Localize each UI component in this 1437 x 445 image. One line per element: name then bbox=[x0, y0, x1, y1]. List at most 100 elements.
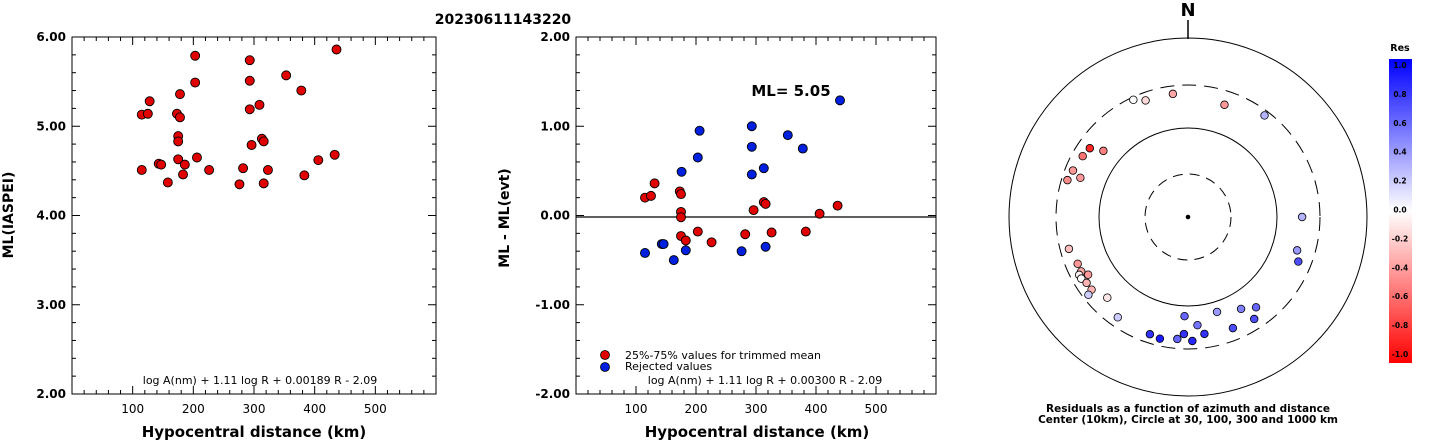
residual-point-rejected bbox=[692, 152, 703, 163]
station-point bbox=[329, 149, 340, 160]
residual-point-rejected bbox=[797, 143, 808, 154]
station-residual-point bbox=[1180, 312, 1189, 321]
residual-point-trimmed bbox=[740, 229, 751, 240]
residual-point-rejected bbox=[676, 166, 687, 177]
legend-marker-trimmed bbox=[600, 350, 610, 360]
panel-ml-residual: 100 200 300 400 500 -2.00 -1.00 0.00 1.00 2.00 ML… bbox=[497, 30, 937, 441]
panel2-formula: log A(nm) + 1.11 log R + 0.00300 R - 2.0… bbox=[648, 374, 882, 387]
station-point bbox=[234, 179, 245, 190]
station-residual-point bbox=[1179, 329, 1189, 339]
station-residual-point bbox=[1085, 144, 1095, 153]
polar-caption-line1: Residuals as a function of azimuth and d… bbox=[1046, 403, 1330, 415]
panel2-xtick-label: 200 bbox=[685, 402, 708, 416]
panel2-ytick-label: -2.00 bbox=[535, 387, 570, 401]
residual-point-rejected bbox=[658, 239, 669, 250]
station-residual-point bbox=[1251, 303, 1261, 312]
panel2-xtick-label: 500 bbox=[865, 402, 888, 416]
panel1-ytick-label: 6.00 bbox=[36, 30, 66, 44]
colorbar bbox=[1389, 59, 1412, 363]
station-point bbox=[178, 169, 188, 180]
station-point bbox=[296, 85, 307, 96]
station-point bbox=[244, 104, 255, 115]
station-point bbox=[281, 70, 292, 81]
colorbar-tick-label: 0.0 bbox=[1393, 206, 1406, 215]
residual-point-trimmed bbox=[646, 190, 656, 201]
station-residual-point bbox=[1113, 313, 1122, 322]
station-residual-point bbox=[1083, 270, 1093, 279]
station-residual-point bbox=[1294, 257, 1303, 266]
panel-polar-residuals: N Residuals as a function of azimuth and… bbox=[1008, 0, 1412, 426]
colorbar-tick-label: -1.0 bbox=[1392, 350, 1408, 359]
legend-label-rejected: Rejected values bbox=[625, 360, 712, 373]
station-residual-point bbox=[1076, 173, 1085, 183]
panel1-xtick-label: 200 bbox=[182, 402, 205, 416]
station-residual-point bbox=[1220, 100, 1229, 109]
panel1-xtick-label: 500 bbox=[364, 402, 387, 416]
station-residual-point bbox=[1297, 212, 1307, 222]
station-residual-point bbox=[1141, 96, 1150, 105]
station-point bbox=[331, 44, 342, 55]
station-point bbox=[142, 108, 153, 119]
station-point bbox=[179, 159, 190, 170]
station-residual-point bbox=[1212, 307, 1222, 317]
station-point bbox=[258, 178, 269, 189]
residual-point-trimmed bbox=[649, 178, 660, 189]
panel2-ytick-label: -1.00 bbox=[535, 298, 570, 312]
residual-point-rejected bbox=[736, 246, 747, 257]
residual-point-trimmed bbox=[680, 235, 691, 246]
ring-30km bbox=[1144, 173, 1232, 261]
station-residual-point bbox=[1099, 146, 1108, 156]
station-point bbox=[162, 177, 173, 188]
station-point bbox=[144, 96, 155, 107]
residual-point-trimmed bbox=[814, 208, 825, 219]
station-point bbox=[244, 55, 255, 66]
colorbar-tick-label: -0.2 bbox=[1392, 234, 1408, 243]
colorbar-tick-label: -0.6 bbox=[1392, 292, 1408, 301]
residual-point-rejected bbox=[782, 130, 793, 141]
station-point bbox=[238, 163, 249, 174]
station-residual-point bbox=[1064, 244, 1074, 254]
colorbar-tick-labels: 1.0 0.8 0.6 0.4 0.2 0.0 -0.2 -0.4 -0.6 -0.8 -1.0 bbox=[1392, 61, 1408, 359]
colorbar-title: Res bbox=[1390, 43, 1410, 54]
north-label: N bbox=[1180, 0, 1195, 21]
panel-ml-iaspei: 100 200 300 400 500 2.00 3.00 4.00 5.00 6.00 ML(I… bbox=[1, 30, 437, 441]
station-point bbox=[258, 136, 269, 147]
station-point bbox=[244, 75, 255, 86]
colorbar-tick-label: 0.8 bbox=[1393, 90, 1406, 99]
residual-point-rejected bbox=[668, 255, 679, 266]
station-point bbox=[254, 99, 265, 110]
station-point bbox=[175, 89, 185, 100]
panel2-ytick-label: 0.00 bbox=[540, 209, 570, 223]
station-point bbox=[246, 140, 257, 150]
station-residual-point bbox=[1068, 166, 1078, 175]
colorbar-tick-label: 0.6 bbox=[1393, 119, 1406, 128]
residual-point-trimmed bbox=[760, 198, 771, 209]
station-point bbox=[263, 165, 273, 175]
panel1-formula: log A(nm) + 1.11 log R + 0.00189 R - 2.0… bbox=[143, 374, 377, 387]
station-residual-point bbox=[1145, 330, 1155, 339]
panel1-xtick-label: 400 bbox=[303, 402, 326, 416]
residual-point-rejected bbox=[746, 169, 757, 180]
station-residual-point bbox=[1073, 259, 1082, 269]
station-point bbox=[173, 154, 184, 165]
station-point bbox=[190, 50, 201, 61]
station-residual-point bbox=[1260, 111, 1269, 120]
residual-point-rejected bbox=[758, 163, 769, 174]
station-point bbox=[299, 170, 310, 181]
residual-point-trimmed bbox=[766, 227, 777, 238]
panel2-ylabel: ML - ML(evt) bbox=[497, 168, 513, 267]
panel1-xtick-label: 300 bbox=[243, 402, 266, 416]
residual-point-rejected bbox=[680, 245, 691, 256]
station-residual-point bbox=[1063, 175, 1072, 185]
station-point bbox=[313, 155, 324, 166]
residual-point-rejected bbox=[760, 241, 771, 252]
panel1-ytick-label: 5.00 bbox=[36, 119, 66, 133]
residual-point-trimmed bbox=[832, 200, 843, 211]
panel2-xtick-label: 300 bbox=[745, 402, 768, 416]
residual-point-rejected bbox=[746, 121, 757, 132]
panel1-plot-frame bbox=[71, 36, 437, 395]
residual-point-trimmed bbox=[676, 212, 686, 223]
station-residual-point bbox=[1200, 329, 1209, 339]
ml-value-annotation: ML= 5.05 bbox=[751, 82, 830, 100]
